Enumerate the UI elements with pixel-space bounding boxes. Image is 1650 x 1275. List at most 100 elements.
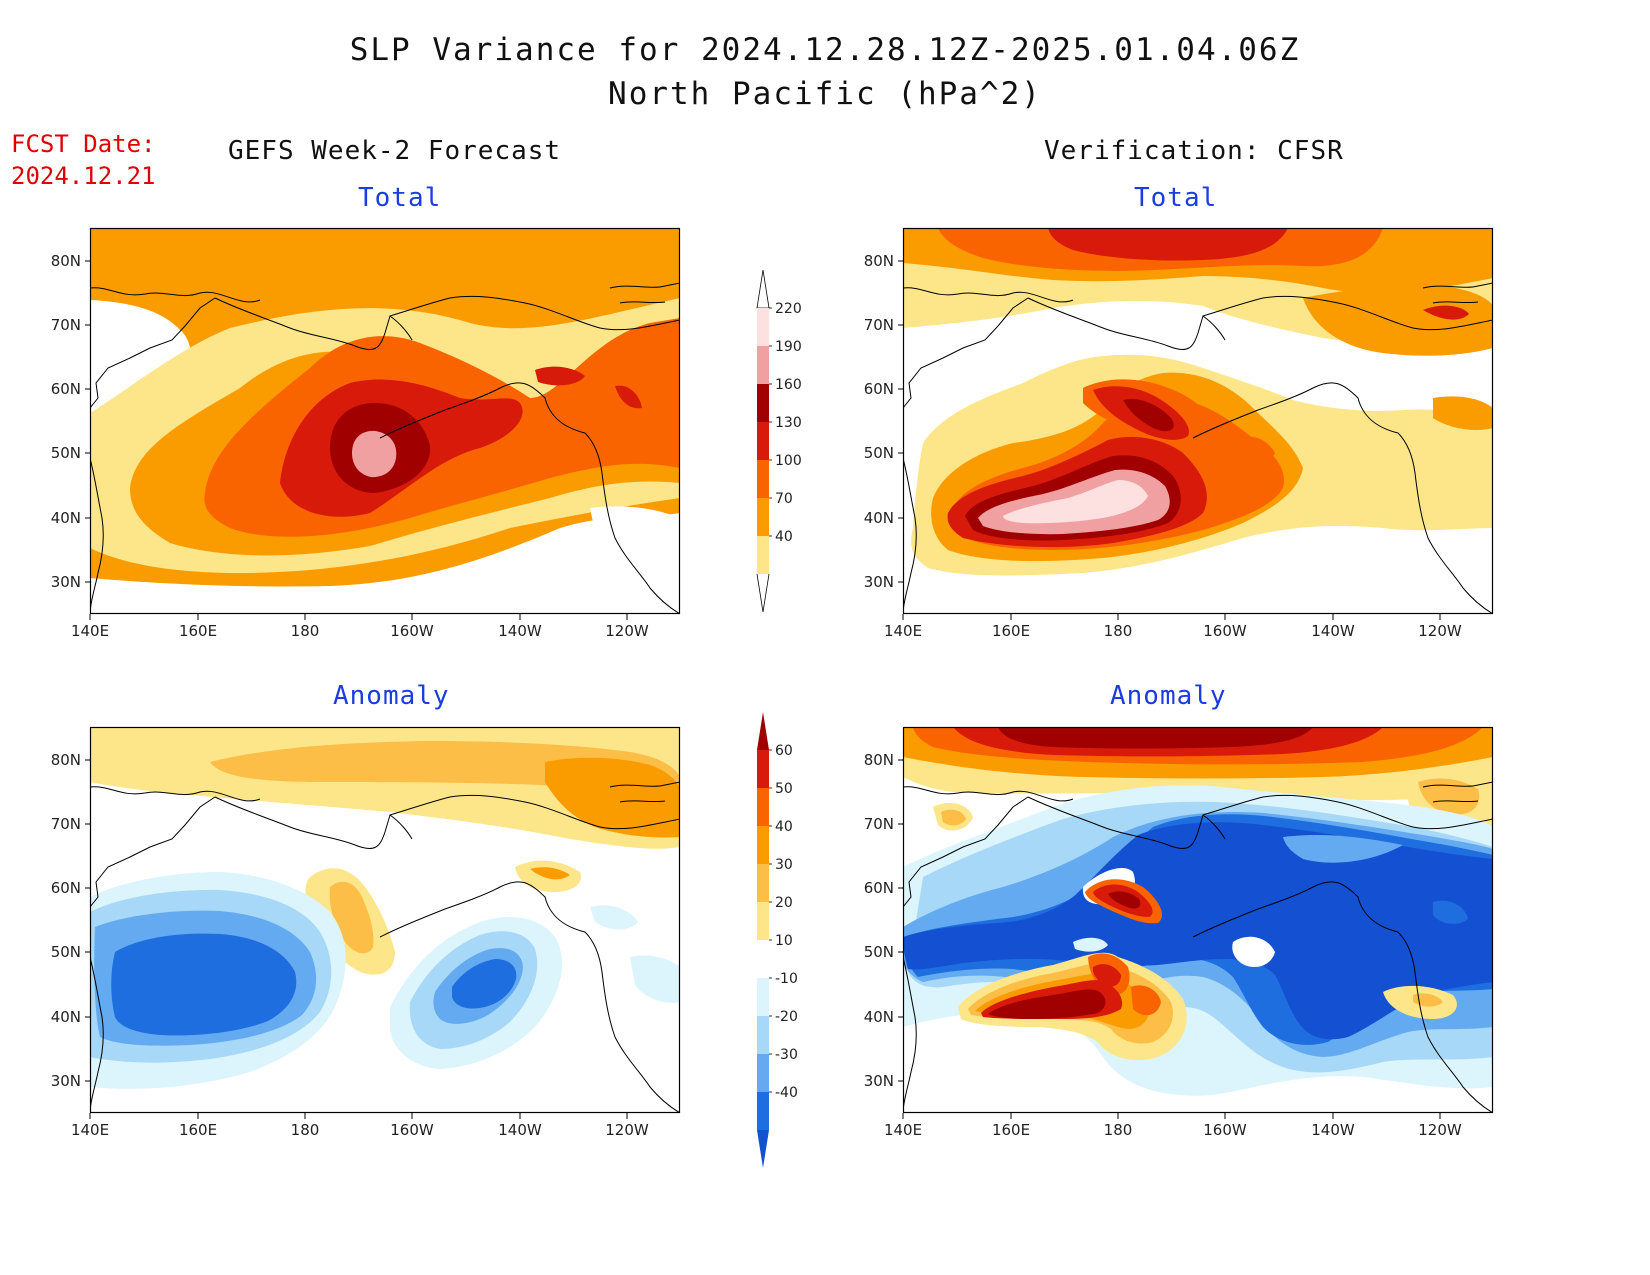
lat-tick-label: 60N (864, 380, 894, 398)
forecast-date-label: FCST Date: (11, 130, 156, 158)
lon-tick-label: 180 (1104, 1121, 1133, 1139)
lon-tick-label: 140E (884, 1121, 922, 1139)
colorbar-extend-top (756, 269, 770, 309)
lon-tick-label: 120W (605, 1121, 649, 1139)
colorbar-swatch (757, 460, 769, 498)
lat-lon-axis: 80N 70N 60N 50N 40N 30N 140E 160E 180 160W 140W 120… (51, 252, 649, 640)
chart-subtitle: North Pacific (hPa^2) (608, 76, 1042, 112)
colorbar-label: 50 (775, 781, 793, 797)
colorbar-label: 30 (775, 857, 793, 873)
lat-tick-label: 60N (51, 380, 81, 398)
colorbar-swatch (757, 750, 769, 788)
lon-tick-label: 140W (498, 622, 542, 640)
verification-total-map: 80N 70N 60N 50N 40N 30N 140E 160E 180 160W 140W 120… (864, 227, 1494, 640)
colorbar-label: 220 (775, 301, 802, 317)
lat-tick-label: 80N (51, 751, 81, 769)
lon-tick-label: 160E (992, 1121, 1030, 1139)
lat-tick-label: 30N (51, 1072, 81, 1090)
lon-tick-label: 160E (992, 622, 1030, 640)
colorbar-label: 190 (775, 339, 802, 355)
lat-tick-label: 40N (51, 1008, 81, 1026)
colorbar-swatch (757, 536, 769, 574)
colorbar-label: -40 (775, 1085, 798, 1101)
lat-tick-label: 30N (864, 573, 894, 591)
colorbar-label: 160 (775, 377, 802, 393)
forecast-total-title: Total (358, 183, 442, 213)
colorbar-label: 40 (775, 819, 793, 835)
colorbar-label: 20 (775, 895, 793, 911)
anomaly-colorbar: 60 50 40 30 20 10 -10 -20 -30 -40 (757, 712, 798, 1168)
colorbar-label: -10 (775, 971, 798, 987)
lat-tick-label: 70N (51, 815, 81, 833)
colorbar-swatch (757, 1054, 769, 1092)
lon-tick-label: 160W (1203, 1121, 1247, 1139)
lat-tick-label: 30N (864, 1072, 894, 1090)
verification-anomaly-title: Anomaly (1110, 681, 1227, 711)
colorbar-label: 10 (775, 933, 793, 949)
colorbar-swatch (757, 788, 769, 826)
lon-tick-label: 180 (291, 1121, 320, 1139)
lon-tick-label: 180 (291, 622, 320, 640)
lat-tick-label: 60N (51, 879, 81, 897)
lon-tick-label: 160E (179, 1121, 217, 1139)
colorbar-swatch (757, 864, 769, 902)
forecast-total-map: 80N 70N 60N 50N 40N 30N 140E 160E 180 160W 140W 120… (51, 227, 681, 640)
colorbar-label: -30 (775, 1047, 798, 1063)
left-column-heading: GEFS Week-2 Forecast (228, 136, 562, 166)
chart-title: SLP Variance for 2024.12.28.12Z-2025.01.… (349, 32, 1301, 68)
forecast-anomaly-map: 80N 70N 60N 50N 40N 30N 140E 160E 180 160W 140W 120… (51, 726, 681, 1139)
lon-tick-label: 160W (390, 622, 434, 640)
forecast-anomaly-title: Anomaly (333, 681, 450, 711)
colorbar-label: 60 (775, 743, 793, 759)
colorbar-extend-top (757, 712, 769, 750)
colorbar-extend-bottom (757, 1130, 769, 1168)
lat-tick-label: 50N (51, 444, 81, 462)
lat-tick-label: 80N (864, 751, 894, 769)
lon-tick-label: 120W (1418, 1121, 1462, 1139)
colorbar-swatch (757, 422, 769, 460)
lat-tick-label: 40N (51, 509, 81, 527)
colorbar-swatch (757, 940, 769, 978)
right-column-heading: Verification: CFSR (1044, 136, 1344, 166)
colorbar-label: 40 (775, 529, 793, 545)
colorbar-label: 100 (775, 453, 802, 469)
lon-tick-label: 160W (1203, 622, 1247, 640)
lon-tick-label: 140E (71, 622, 109, 640)
lat-tick-label: 70N (864, 815, 894, 833)
lon-tick-label: 140E (884, 622, 922, 640)
lat-tick-label: 40N (864, 509, 894, 527)
lat-tick-label: 70N (51, 316, 81, 334)
lon-tick-label: 140E (71, 1121, 109, 1139)
colorbar-swatch (757, 498, 769, 536)
colorbar-swatch (757, 346, 769, 384)
colorbar-label: -20 (775, 1009, 798, 1025)
colorbar-swatch (757, 1092, 769, 1130)
colorbar-swatch (757, 308, 769, 346)
lat-tick-label: 80N (51, 252, 81, 270)
lat-tick-label: 50N (51, 943, 81, 961)
colorbar-label: 70 (775, 491, 793, 507)
lat-tick-label: 50N (864, 444, 894, 462)
colorbar-label: 130 (775, 415, 802, 431)
lon-tick-label: 160E (179, 622, 217, 640)
colorbar-swatch (757, 826, 769, 864)
colorbar-swatch (757, 978, 769, 1016)
lat-tick-label: 80N (864, 252, 894, 270)
lon-tick-label: 120W (1418, 622, 1462, 640)
colorbar-swatch (757, 1016, 769, 1054)
lon-tick-label: 120W (605, 622, 649, 640)
lat-tick-label: 50N (864, 943, 894, 961)
lat-tick-label: 60N (864, 879, 894, 897)
lon-tick-label: 160W (390, 1121, 434, 1139)
verification-total-title: Total (1134, 183, 1218, 213)
lon-tick-label: 140W (1311, 622, 1355, 640)
lat-tick-label: 30N (51, 573, 81, 591)
lat-tick-label: 70N (864, 316, 894, 334)
lat-lon-axis: 80N 70N 60N 50N 40N 30N 140E 160E 180 160W 140W 120… (51, 751, 649, 1139)
verification-anomaly-map: 80N 70N 60N 50N 40N 30N 140E 160E 180 160W 140W 120… (864, 726, 1494, 1139)
lon-tick-label: 140W (498, 1121, 542, 1139)
lat-tick-label: 40N (864, 1008, 894, 1026)
total-colorbar: 220 190 160 130 100 70 40 (756, 269, 802, 613)
colorbar-swatch (757, 384, 769, 422)
lon-tick-label: 140W (1311, 1121, 1355, 1139)
